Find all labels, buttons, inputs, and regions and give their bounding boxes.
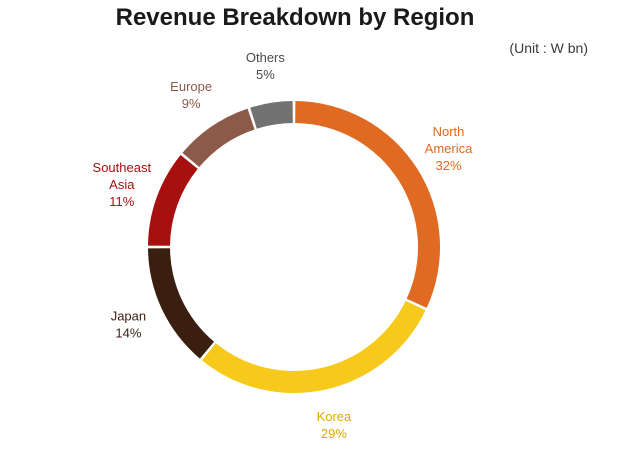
percent-label: 5% (256, 67, 275, 82)
data-label-korea: Korea 29% (317, 409, 352, 441)
category-label: Japan (111, 308, 146, 323)
percent-label: 32% (435, 158, 461, 173)
slice-europe (182, 108, 255, 168)
chart-title: Revenue Breakdown by Region (115, 4, 475, 31)
unit-label: (Unit : W bn) (509, 40, 588, 56)
percent-label: 29% (321, 426, 347, 441)
category-label: Southeast (93, 160, 152, 175)
category-label: Europe (170, 79, 212, 94)
slice-japan (148, 248, 215, 359)
data-label-north-america: North America 32% (425, 124, 473, 173)
percent-label: 9% (182, 96, 201, 111)
slice-others (250, 101, 293, 129)
data-label-europe: Europe 9% (170, 79, 212, 111)
data-label-japan: Japan 14% (111, 308, 146, 340)
data-label-others: Others 5% (246, 50, 286, 82)
category-label: Others (246, 50, 286, 65)
category-label: America (425, 141, 473, 156)
data-label-southeast-asia: Southeast Asia 11% (93, 160, 152, 209)
percent-label: 14% (115, 325, 141, 340)
slice-southeast-asia (148, 155, 198, 246)
category-label: Korea (317, 409, 352, 424)
category-label: Asia (109, 177, 135, 192)
slice-korea (202, 300, 426, 394)
category-label: North (433, 124, 465, 139)
slice-north-america (295, 101, 440, 308)
percent-label: 11% (109, 194, 134, 209)
